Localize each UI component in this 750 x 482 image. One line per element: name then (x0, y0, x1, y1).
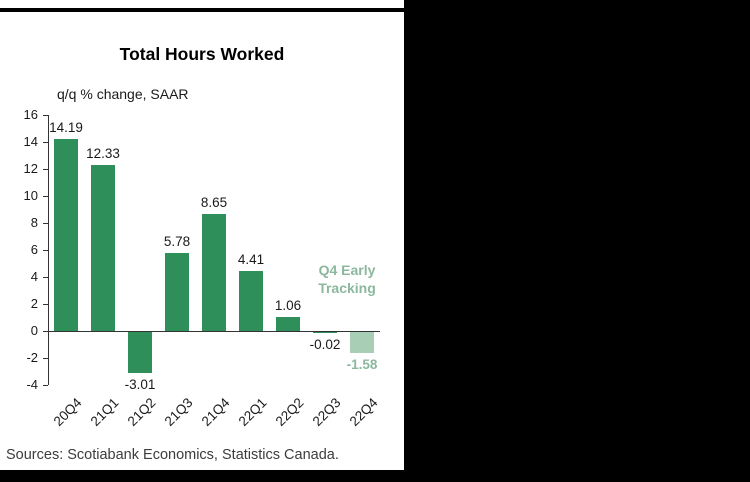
y-tick (43, 115, 48, 116)
zero-line (48, 331, 380, 332)
top-divider (0, 8, 750, 12)
bar (128, 332, 152, 373)
bar (91, 165, 115, 331)
y-tick-label: -4 (26, 377, 38, 392)
bar (350, 332, 374, 353)
y-tick-label: 6 (30, 242, 38, 257)
bar-value-label: 1.06 (274, 298, 302, 313)
bar-value-label: 12.33 (86, 146, 120, 161)
bar-value-label: 4.41 (237, 252, 265, 267)
bar (276, 317, 300, 331)
bottom-divider (0, 470, 750, 482)
bar (239, 271, 263, 331)
y-tick (43, 385, 48, 386)
plot-area: 16 14 12 10 8 6 4 2 0 -2 -4 14.19 12.33 -3.01 5.78 8.65… (23, 107, 381, 429)
right-black-panel (404, 0, 750, 482)
bar-value-label: 8.65 (200, 195, 228, 210)
bar-value-label: -1.58 (346, 357, 378, 372)
y-tick-label: 2 (30, 296, 38, 311)
y-tick-label: 16 (23, 107, 38, 122)
bar-value-label: -3.01 (124, 377, 156, 392)
y-tick (43, 169, 48, 170)
bar (313, 332, 337, 333)
bar (54, 139, 78, 331)
y-tick (43, 250, 48, 251)
y-tick (43, 277, 48, 278)
y-tick (43, 358, 48, 359)
y-tick (43, 196, 48, 197)
tracking-annotation: Q4 Early Tracking (318, 262, 376, 296)
y-tick-label: 14 (23, 134, 38, 149)
y-tick (43, 223, 48, 224)
y-tick-label: 8 (30, 215, 38, 230)
y-tick-label: 4 (30, 269, 38, 284)
y-tick-label: 0 (30, 323, 38, 338)
y-tick-label: 10 (23, 188, 38, 203)
y-tick (43, 304, 48, 305)
y-axis-line (48, 115, 49, 385)
y-tick (43, 331, 48, 332)
bar (202, 214, 226, 331)
y-tick (43, 142, 48, 143)
y-tick-label: 12 (23, 161, 38, 176)
bar-value-label: -0.02 (309, 337, 341, 352)
chart-subtitle: q/q % change, SAAR (57, 86, 189, 102)
bar (165, 253, 189, 331)
chart-container: Total Hours Worked q/q % change, SAAR 16… (6, 44, 381, 463)
bar-value-label: 5.78 (163, 234, 191, 249)
source-note: Sources: Scotiabank Economics, Statistic… (6, 447, 339, 463)
chart-title: Total Hours Worked (119, 44, 285, 64)
y-tick-label: -2 (26, 350, 38, 365)
bar-value-label: 14.19 (49, 120, 83, 135)
